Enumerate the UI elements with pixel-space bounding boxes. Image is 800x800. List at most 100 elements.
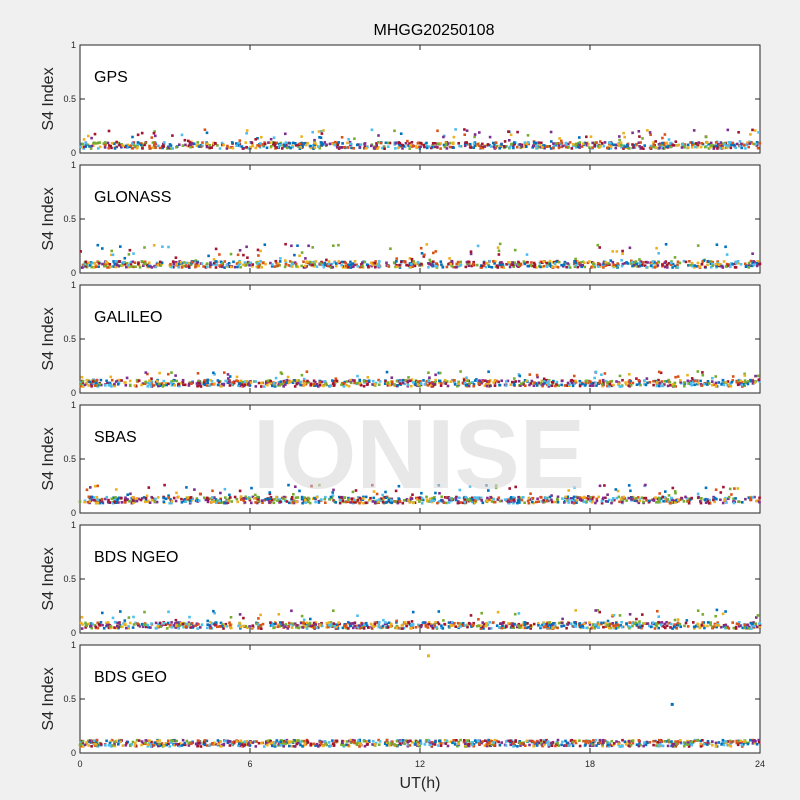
data-point bbox=[93, 498, 96, 502]
data-point bbox=[517, 373, 521, 376]
data-point bbox=[210, 146, 213, 149]
data-point bbox=[538, 142, 541, 145]
data-point bbox=[228, 146, 231, 149]
data-point bbox=[284, 141, 288, 144]
data-point bbox=[562, 624, 566, 628]
data-point bbox=[509, 497, 513, 500]
data-point bbox=[532, 384, 536, 387]
data-point bbox=[325, 143, 328, 147]
data-point bbox=[108, 501, 112, 504]
data-point bbox=[271, 263, 274, 266]
data-point bbox=[724, 245, 727, 249]
data-point bbox=[591, 381, 595, 385]
data-point bbox=[405, 624, 408, 628]
data-point bbox=[263, 243, 267, 246]
data-point bbox=[256, 144, 259, 147]
data-point bbox=[751, 142, 754, 145]
data-point bbox=[537, 500, 541, 503]
data-point bbox=[529, 624, 532, 627]
data-point bbox=[244, 495, 247, 499]
data-point bbox=[673, 623, 676, 626]
data-point bbox=[117, 741, 121, 744]
data-point bbox=[508, 501, 511, 505]
data-point bbox=[116, 498, 119, 502]
data-point bbox=[131, 496, 135, 499]
data-point bbox=[158, 371, 161, 375]
data-point bbox=[741, 626, 744, 630]
data-point bbox=[458, 144, 461, 148]
data-point bbox=[333, 143, 336, 147]
data-point bbox=[419, 141, 423, 145]
data-point bbox=[537, 622, 540, 625]
data-point bbox=[696, 144, 699, 147]
data-point bbox=[194, 259, 198, 262]
data-point bbox=[585, 135, 588, 139]
data-point bbox=[146, 385, 150, 388]
data-point bbox=[170, 265, 173, 269]
data-point bbox=[432, 264, 435, 268]
data-point bbox=[456, 260, 460, 264]
data-point bbox=[552, 379, 555, 383]
data-point bbox=[364, 501, 368, 504]
data-point bbox=[514, 485, 517, 489]
data-point bbox=[221, 383, 224, 387]
data-point bbox=[415, 496, 418, 500]
data-point bbox=[593, 265, 596, 269]
data-point bbox=[573, 374, 576, 378]
data-point bbox=[691, 146, 694, 149]
data-point bbox=[410, 260, 414, 263]
data-point bbox=[489, 627, 493, 630]
data-point bbox=[474, 496, 478, 500]
data-point bbox=[250, 486, 253, 490]
data-point bbox=[472, 744, 475, 748]
data-point bbox=[674, 140, 678, 143]
data-point bbox=[511, 263, 515, 267]
data-point bbox=[102, 627, 106, 630]
data-point bbox=[117, 743, 120, 746]
data-point bbox=[592, 623, 595, 627]
data-point bbox=[739, 379, 743, 383]
data-point bbox=[501, 621, 505, 625]
data-point bbox=[150, 266, 154, 269]
data-point bbox=[738, 144, 742, 148]
data-point bbox=[407, 376, 410, 379]
data-point bbox=[606, 624, 609, 627]
data-point bbox=[582, 626, 585, 629]
data-point bbox=[439, 142, 442, 145]
data-point bbox=[386, 626, 390, 629]
data-point bbox=[729, 382, 732, 385]
data-point bbox=[654, 496, 657, 499]
data-point bbox=[519, 263, 523, 266]
data-point bbox=[210, 380, 214, 383]
data-point bbox=[574, 622, 578, 626]
data-point bbox=[535, 373, 539, 377]
data-point bbox=[154, 497, 157, 501]
data-point bbox=[706, 624, 709, 628]
data-point bbox=[522, 741, 525, 744]
data-point bbox=[669, 261, 673, 265]
data-point bbox=[614, 488, 618, 491]
data-point bbox=[260, 381, 263, 385]
data-point bbox=[144, 380, 147, 384]
data-point bbox=[444, 382, 448, 385]
data-point bbox=[651, 621, 655, 624]
data-point bbox=[221, 623, 224, 626]
data-point bbox=[546, 624, 550, 627]
data-point bbox=[212, 371, 215, 375]
data-point bbox=[337, 260, 340, 263]
data-point bbox=[646, 129, 649, 132]
data-point bbox=[638, 145, 641, 148]
data-point bbox=[276, 499, 279, 502]
data-point bbox=[338, 622, 341, 626]
data-point bbox=[417, 623, 420, 627]
data-point bbox=[717, 624, 721, 627]
data-point bbox=[445, 147, 449, 150]
data-point bbox=[132, 252, 135, 255]
data-point bbox=[88, 501, 91, 505]
data-point bbox=[258, 144, 261, 148]
data-point bbox=[437, 371, 441, 375]
data-point bbox=[718, 146, 722, 150]
data-point bbox=[80, 266, 84, 269]
data-point bbox=[709, 262, 713, 266]
data-point bbox=[610, 379, 614, 383]
